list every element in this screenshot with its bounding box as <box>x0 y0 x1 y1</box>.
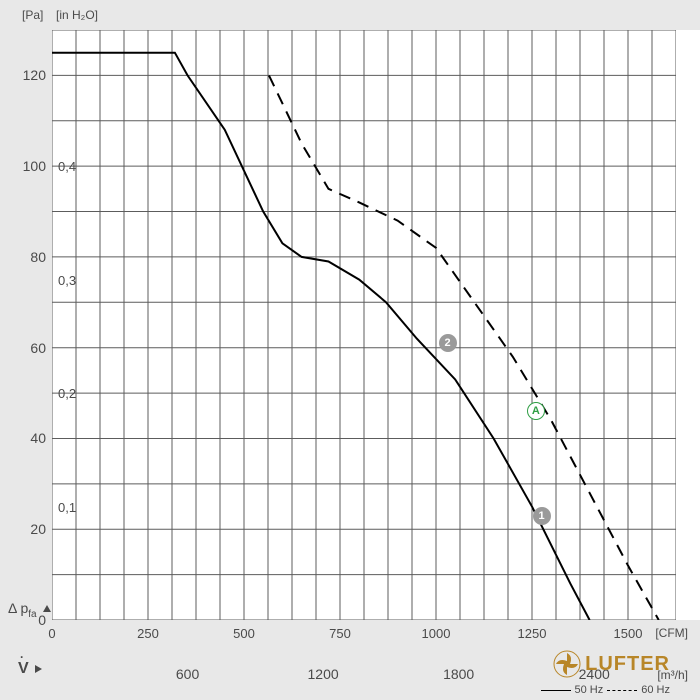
legend-label-50hz: 50 Hz <box>575 684 604 696</box>
unit-inh2o: [in H₂O] <box>56 8 98 22</box>
x-axis-name: V· <box>18 660 42 678</box>
y-tick-inh2o: 0,4 <box>58 159 76 174</box>
x-tick-m3h: 1200 <box>308 666 339 682</box>
x-tick-cfm: 0 <box>48 626 55 641</box>
y-tick-inh2o: 0,2 <box>58 386 76 401</box>
y-tick-pa: 60 <box>2 340 46 356</box>
y-axis-name: Δ pfa <box>8 600 51 620</box>
chart-marker-1: 1 <box>533 507 551 525</box>
x-tick-cfm: 250 <box>137 626 159 641</box>
chart-svg <box>52 30 676 620</box>
x-tick-cfm: 1250 <box>518 626 547 641</box>
chart-marker-A: A <box>527 402 545 420</box>
brand-logo: LUFTER <box>553 650 670 678</box>
chart-marker-2: 2 <box>439 334 457 352</box>
y-tick-inh2o: 0,1 <box>58 500 76 515</box>
fan-icon <box>553 650 581 678</box>
x-tick-cfm: 1500 <box>614 626 643 641</box>
brand-text: LUFTER <box>585 653 670 676</box>
legend-line-60hz <box>607 690 637 691</box>
arrow-up-icon <box>43 605 51 612</box>
x-tick-m3h: 1800 <box>443 666 474 682</box>
x-tick-cfm: 750 <box>329 626 351 641</box>
unit-pa: [Pa] <box>22 8 43 22</box>
y-tick-pa: 100 <box>2 158 46 174</box>
x-tick-cfm: 500 <box>233 626 255 641</box>
y-tick-inh2o: 0,3 <box>58 273 76 288</box>
x-tick-cfm: 1000 <box>422 626 451 641</box>
legend-line-50hz <box>541 690 571 691</box>
legend: 50 Hz 60 Hz <box>537 684 671 696</box>
y-tick-pa: 120 <box>2 67 46 83</box>
plot-area <box>52 30 676 620</box>
x-tick-m3h: 600 <box>176 666 199 682</box>
legend-label-60hz: 60 Hz <box>641 684 670 696</box>
y-tick-pa: 40 <box>2 430 46 446</box>
arrow-right-icon <box>35 665 42 673</box>
y-tick-pa: 80 <box>2 249 46 265</box>
y-tick-pa: 20 <box>2 521 46 537</box>
unit-cfm: [CFM] <box>655 626 688 640</box>
top-band <box>0 0 700 30</box>
